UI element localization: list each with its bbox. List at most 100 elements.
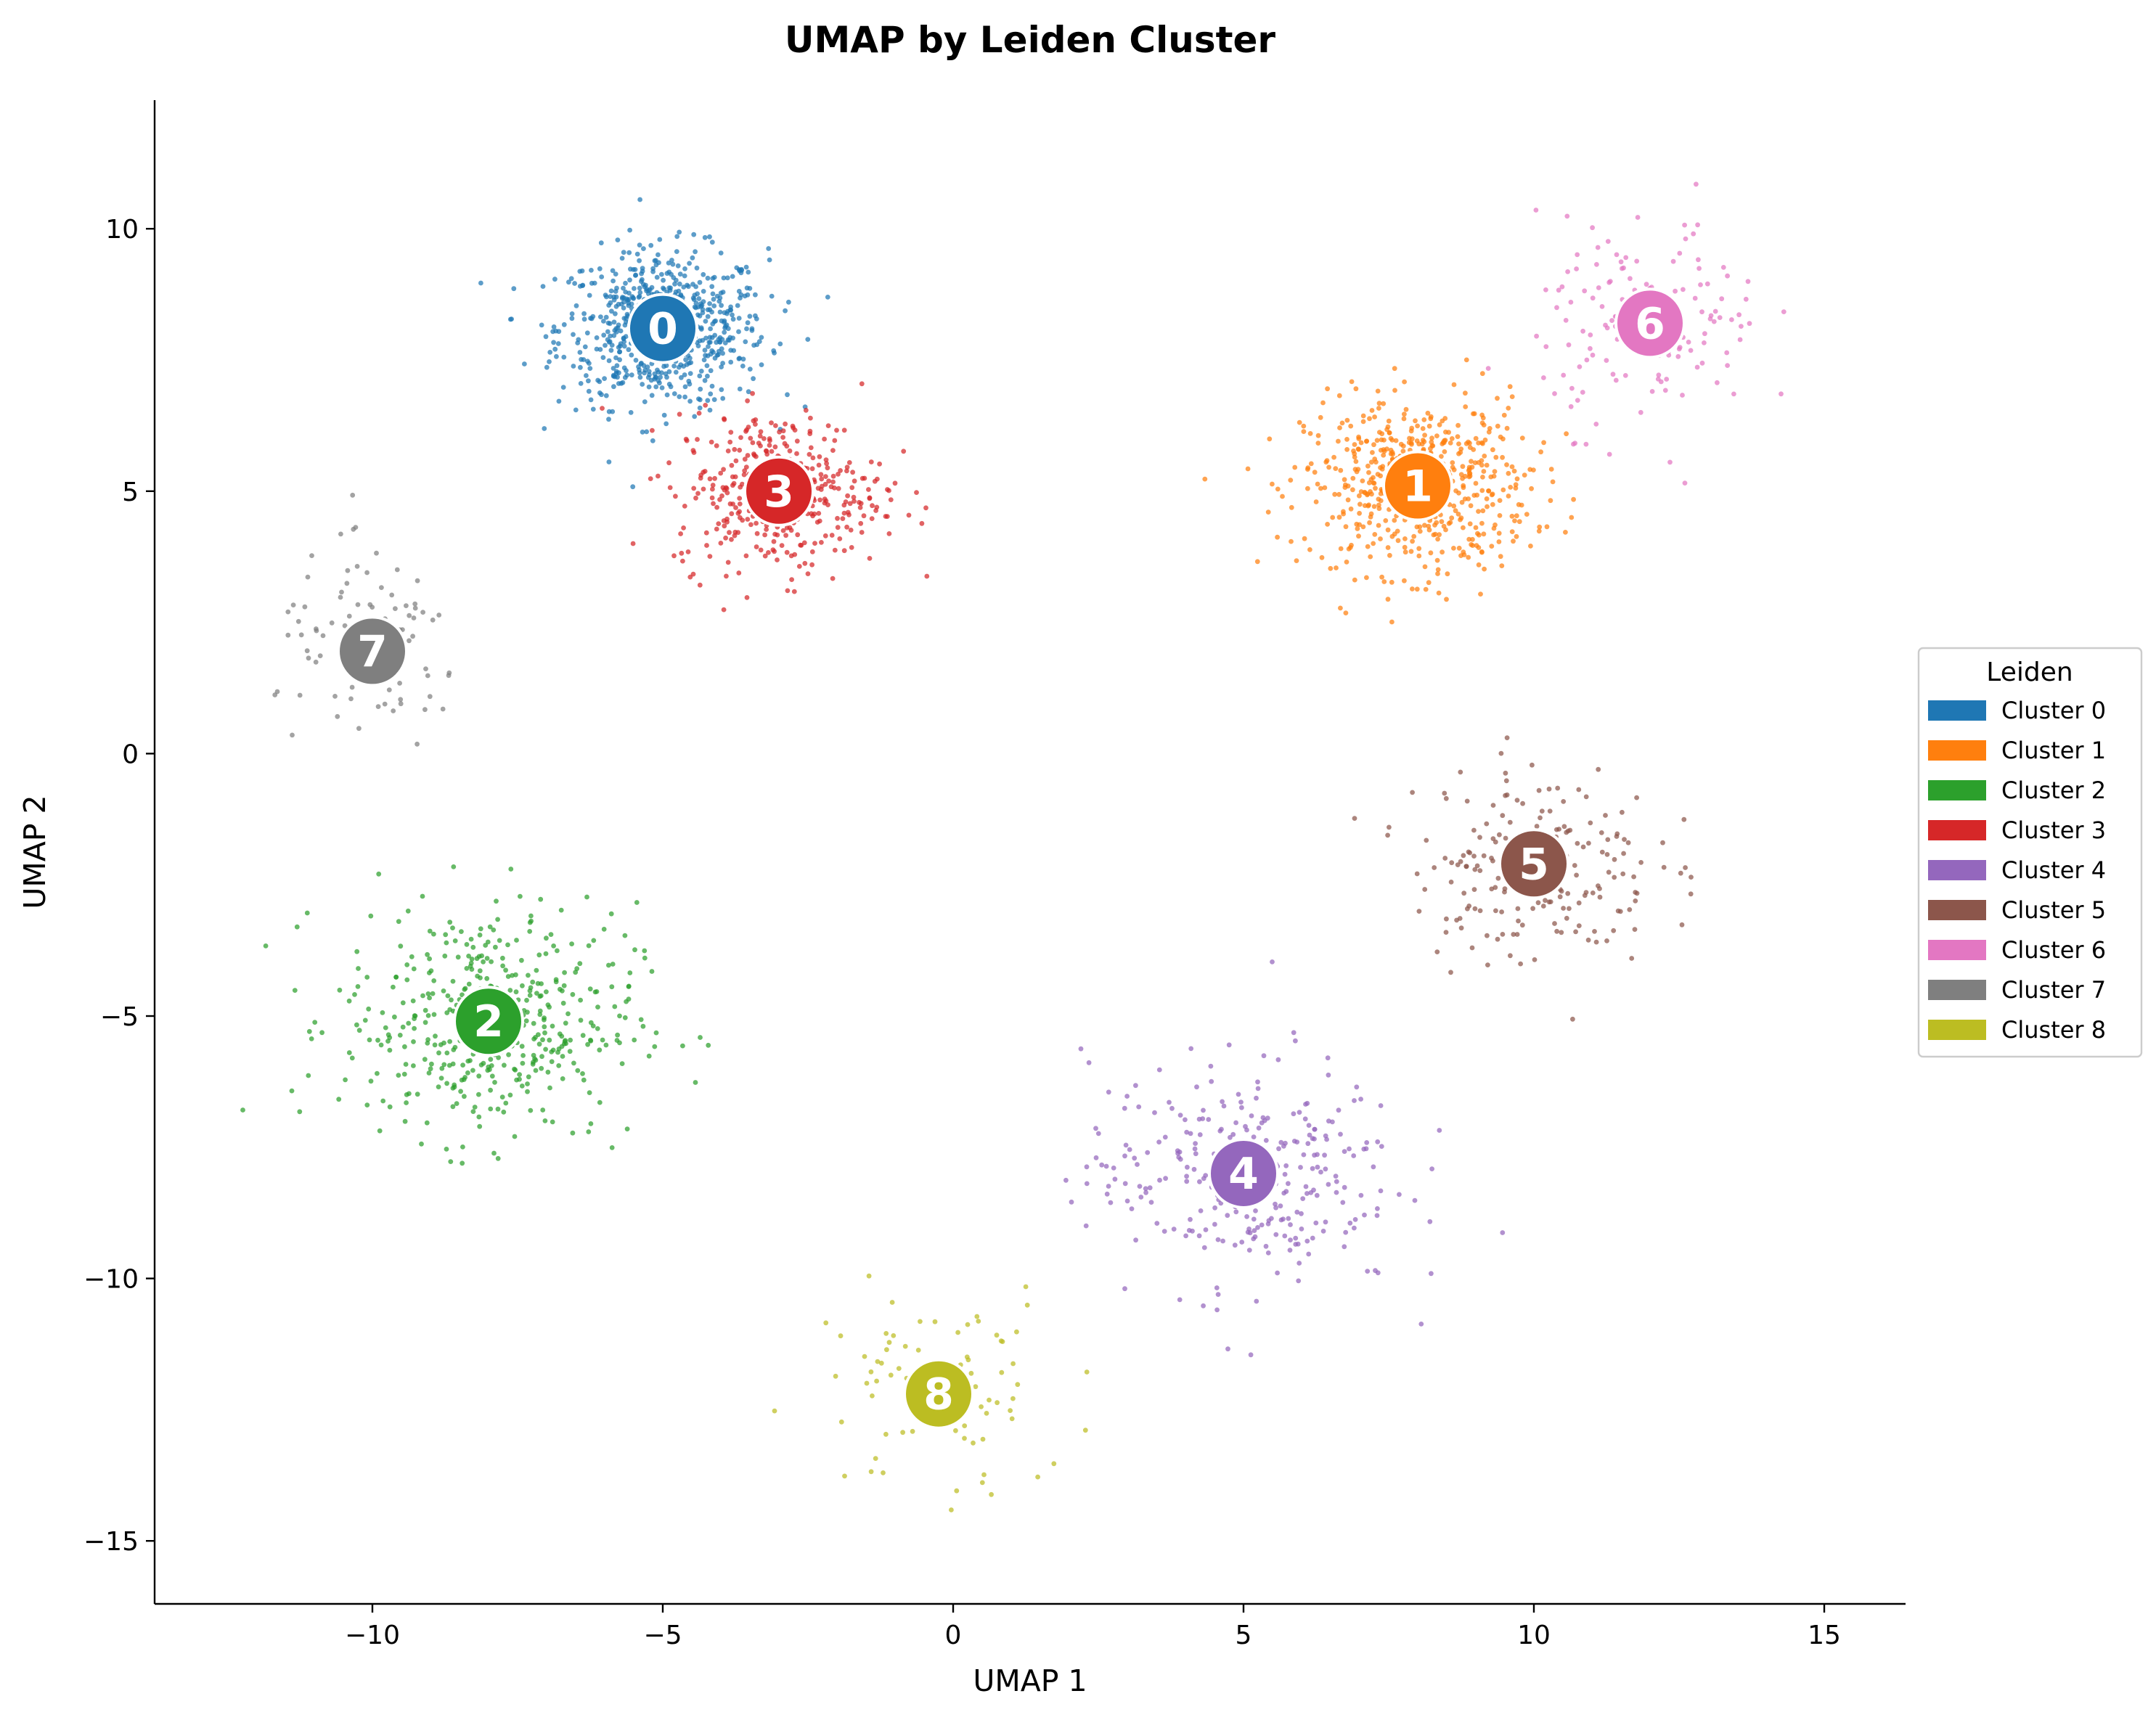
point-cluster-1	[1402, 411, 1407, 417]
point-cluster-5	[1471, 887, 1477, 892]
point-cluster-1	[1425, 410, 1431, 416]
point-cluster-6	[1620, 266, 1625, 271]
point-cluster-4	[1136, 1104, 1142, 1110]
point-cluster-2	[428, 1066, 433, 1072]
centroid-label-2: 2	[473, 996, 504, 1047]
point-cluster-2	[477, 968, 483, 974]
point-cluster-7	[398, 697, 404, 703]
point-cluster-2	[585, 1041, 590, 1047]
point-cluster-2	[526, 972, 531, 978]
point-cluster-2	[309, 1036, 314, 1041]
point-cluster-1	[1387, 430, 1392, 435]
point-cluster-1	[1265, 509, 1271, 515]
point-cluster-4	[1251, 1134, 1257, 1139]
point-cluster-8	[918, 1319, 923, 1324]
point-cluster-1	[1349, 379, 1355, 385]
point-cluster-0	[707, 301, 712, 306]
point-cluster-2	[540, 1037, 545, 1043]
point-cluster-0	[597, 347, 603, 352]
point-cluster-4	[1194, 1084, 1199, 1090]
point-cluster-0	[624, 372, 630, 378]
point-cluster-2	[461, 1077, 467, 1082]
point-cluster-3	[754, 520, 759, 526]
point-cluster-1	[1537, 524, 1543, 530]
point-cluster-2	[444, 1147, 449, 1152]
point-cluster-2	[481, 959, 486, 965]
point-cluster-4	[1352, 1225, 1357, 1231]
centroid-label-8: 8	[923, 1369, 954, 1420]
point-cluster-4	[1185, 1164, 1190, 1170]
point-cluster-5	[1599, 849, 1605, 855]
point-cluster-2	[477, 1123, 483, 1129]
point-cluster-5	[1454, 917, 1459, 923]
point-cluster-4	[1283, 1163, 1289, 1168]
point-cluster-2	[542, 1030, 547, 1036]
point-cluster-5	[1561, 799, 1567, 804]
point-cluster-0	[707, 234, 712, 239]
centroid-marker-8	[903, 1358, 974, 1430]
point-cluster-0	[703, 335, 709, 341]
point-cluster-0	[738, 295, 743, 300]
point-cluster-2	[580, 1071, 585, 1076]
point-cluster-5	[1471, 827, 1477, 833]
point-cluster-1	[1386, 418, 1392, 424]
point-cluster-1	[1417, 528, 1423, 534]
point-cluster-1	[1369, 408, 1375, 413]
point-cluster-5	[1543, 898, 1548, 904]
point-cluster-4	[1358, 1192, 1364, 1198]
point-cluster-0	[637, 197, 642, 202]
point-cluster-8	[862, 1354, 867, 1359]
point-cluster-2	[377, 1128, 383, 1134]
point-cluster-2	[606, 962, 611, 968]
point-cluster-5	[1625, 840, 1631, 845]
centroid-label-3: 3	[764, 467, 794, 517]
point-cluster-3	[750, 390, 755, 396]
point-cluster-1	[1485, 504, 1490, 509]
point-cluster-3	[729, 511, 735, 517]
point-cluster-0	[621, 339, 627, 345]
point-cluster-3	[764, 451, 770, 457]
point-cluster-7	[410, 634, 415, 639]
point-cluster-1	[1357, 501, 1363, 507]
point-cluster-3	[721, 467, 726, 472]
point-cluster-4	[1310, 1166, 1315, 1171]
point-cluster-2	[472, 1105, 478, 1110]
point-cluster-1	[1456, 490, 1461, 496]
point-cluster-7	[345, 568, 351, 573]
point-cluster-3	[838, 468, 843, 473]
point-cluster-6	[1563, 318, 1569, 323]
point-cluster-0	[720, 290, 726, 295]
point-cluster-4	[1236, 1092, 1241, 1097]
point-cluster-1	[1352, 442, 1357, 447]
point-cluster-5	[1576, 923, 1582, 928]
point-cluster-0	[661, 412, 667, 418]
point-cluster-1	[1486, 429, 1492, 435]
point-cluster-1	[1455, 422, 1461, 428]
point-cluster-1	[1443, 527, 1448, 533]
point-cluster-4	[1323, 1166, 1328, 1172]
point-cluster-8	[973, 1384, 979, 1390]
point-cluster-1	[1343, 524, 1349, 530]
point-cluster-0	[581, 357, 587, 362]
point-cluster-1	[1434, 557, 1440, 563]
point-cluster-3	[847, 501, 853, 507]
point-cluster-2	[428, 968, 434, 974]
point-cluster-2	[385, 1032, 391, 1038]
point-cluster-5	[1499, 909, 1505, 914]
point-cluster-0	[702, 234, 708, 240]
point-cluster-4	[1108, 1200, 1114, 1205]
point-cluster-2	[588, 1038, 594, 1044]
point-cluster-3	[873, 508, 878, 513]
point-cluster-4	[1260, 1115, 1266, 1121]
point-cluster-1	[1336, 438, 1341, 444]
point-cluster-2	[451, 1047, 457, 1052]
point-cluster-1	[1358, 440, 1364, 446]
point-cluster-1	[1426, 423, 1432, 429]
centroid-label-5: 5	[1519, 839, 1549, 890]
point-cluster-6	[1571, 441, 1576, 447]
point-cluster-0	[666, 261, 671, 266]
point-cluster-1	[1348, 506, 1354, 512]
point-cluster-0	[677, 394, 682, 399]
point-cluster-1	[1484, 496, 1490, 501]
point-cluster-0	[738, 270, 744, 276]
